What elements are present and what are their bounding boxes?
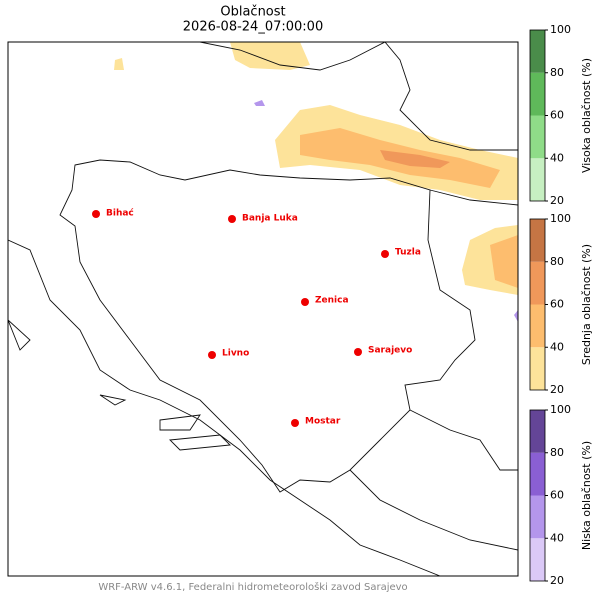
subtitle: 2026-08-24_07:00:00 bbox=[183, 20, 323, 35]
colorbar-band bbox=[530, 347, 545, 390]
city: Mostar bbox=[291, 417, 341, 427]
title: Oblačnost bbox=[220, 5, 285, 20]
city-label: Zenica bbox=[315, 296, 349, 306]
city-label: Tuzla bbox=[395, 248, 421, 258]
colorbar-band bbox=[530, 538, 545, 581]
map bbox=[7, 41, 519, 577]
colorbar-tick-label: 20 bbox=[550, 574, 564, 587]
colorbar-tick-label: 60 bbox=[550, 109, 564, 122]
colorbar-tick-label: 100 bbox=[550, 212, 571, 225]
colorbar-band bbox=[530, 115, 545, 159]
city: Banja Luka bbox=[228, 214, 298, 224]
city-label: Livno bbox=[222, 349, 249, 359]
colorbar-band bbox=[530, 219, 545, 262]
colorbar: 20 40 60 80 100 Niska oblačnost (%) bbox=[529, 403, 593, 587]
colorbar-tick-label: 20 bbox=[550, 194, 564, 207]
colorbar-tick-label: 40 bbox=[550, 531, 564, 544]
colorbar: 20 40 60 80 100 Srednja oblačnost (%) bbox=[529, 212, 593, 396]
city-label: Mostar bbox=[305, 417, 341, 427]
colorbar-band bbox=[530, 410, 545, 453]
colorbar-band bbox=[530, 158, 545, 201]
city: Livno bbox=[208, 349, 249, 359]
colorbar-band bbox=[530, 495, 545, 539]
city: Sarajevo bbox=[354, 346, 412, 356]
colorbar-tick-label: 100 bbox=[550, 23, 571, 36]
colorbar-band bbox=[530, 304, 545, 348]
colorbar-band bbox=[530, 261, 545, 305]
colorbar-tick-label: 40 bbox=[550, 151, 564, 164]
colorbar-tick-label: 80 bbox=[550, 446, 564, 459]
colorbar-tick-label: 60 bbox=[550, 298, 564, 311]
map-frame bbox=[7, 41, 519, 577]
colorbar-tick-label: 80 bbox=[550, 66, 564, 79]
city-label: Bihać bbox=[106, 208, 134, 219]
city: Tuzla bbox=[381, 248, 421, 258]
colorbar-band bbox=[530, 452, 545, 496]
colorbar-label: Niska oblačnost (%) bbox=[580, 441, 593, 550]
colorbar-tick-label: 60 bbox=[550, 489, 564, 502]
colorbar-label: Srednja oblačnost (%) bbox=[580, 244, 593, 365]
colorbar-tick-label: 20 bbox=[550, 383, 564, 396]
footer: WRF-ARW v4.6.1, Federalni hidrometeorolo… bbox=[98, 581, 407, 593]
city-label: Sarajevo bbox=[368, 346, 412, 356]
colorbar-tick-label: 100 bbox=[550, 403, 571, 416]
city: Bihać bbox=[92, 208, 134, 219]
colorbar: 20 40 60 80 100 Visoka oblačnost (%) bbox=[529, 23, 593, 207]
colorbar-band bbox=[530, 30, 545, 73]
colorbar-label: Visoka oblačnost (%) bbox=[580, 58, 593, 173]
colorbar-tick-label: 40 bbox=[550, 340, 564, 353]
cities: Bihać Banja Luka Tuzla Zenica Livno Sara… bbox=[92, 208, 421, 427]
city-label: Banja Luka bbox=[242, 214, 298, 224]
colorbar-tick-label: 80 bbox=[550, 255, 564, 268]
city: Zenica bbox=[301, 296, 349, 306]
colorbar-band bbox=[530, 72, 545, 116]
